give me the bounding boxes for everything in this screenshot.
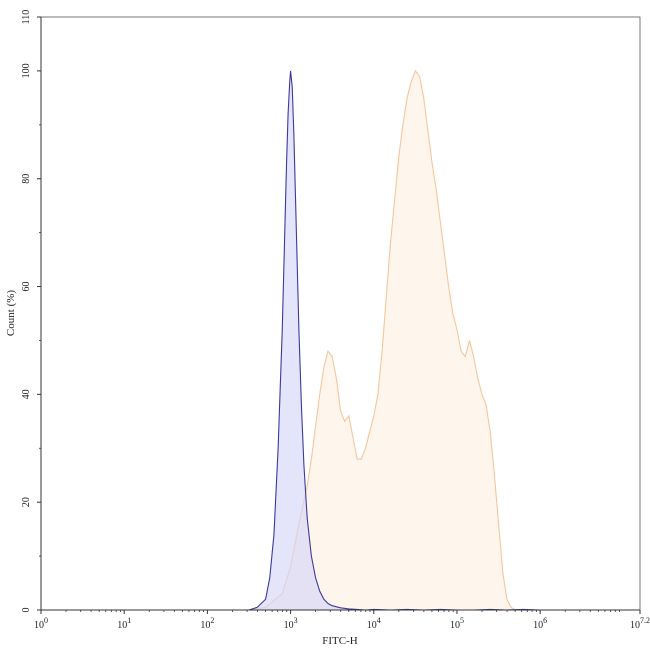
y-tick-label-1: 20 xyxy=(21,497,32,507)
series-layer xyxy=(248,69,566,611)
x-tick-label-0: 100 xyxy=(34,616,48,631)
x-axis-title: FITC-H xyxy=(322,635,358,647)
y-axis-title: Count (%) xyxy=(5,290,17,336)
series-0-area xyxy=(248,70,566,610)
x-tick-label-3: 103 xyxy=(284,616,298,631)
x-tick-label-1: 101 xyxy=(117,616,131,631)
y-tick-label-4: 80 xyxy=(21,174,32,184)
y-tick-label-2: 40 xyxy=(21,389,32,399)
x-tick-label-7: 107.2 xyxy=(630,616,650,631)
y-tick-label-3: 60 xyxy=(21,282,32,292)
series-1-area xyxy=(248,70,557,610)
series-0-line xyxy=(248,69,566,611)
y-tick-label-5: 100 xyxy=(21,63,32,78)
x-axis-ticks: 100 101 102 103 104 105 106 107.2 xyxy=(34,610,650,631)
y-axis-ticks: 0 20 40 60 80 100 110 xyxy=(21,10,41,613)
x-tick-label-4: 104 xyxy=(367,616,381,631)
y-tick-label-0: 0 xyxy=(21,608,32,613)
x-tick-label-2: 102 xyxy=(200,616,214,631)
x-tick-label-6: 106 xyxy=(533,616,547,631)
y-tick-label-6: 110 xyxy=(21,10,32,25)
x-tick-label-5: 105 xyxy=(450,616,464,631)
